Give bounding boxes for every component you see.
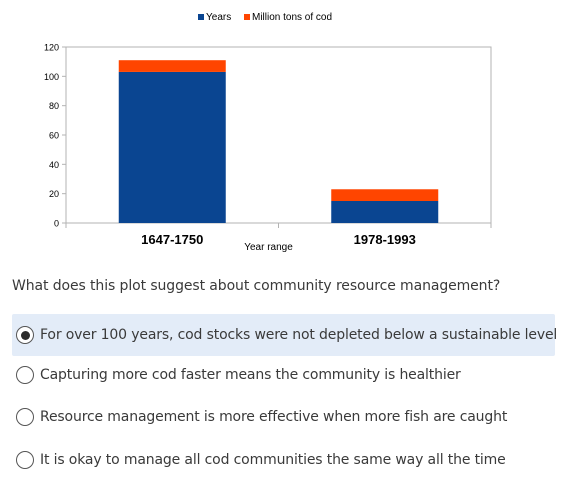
legend-label: Million tons of cod bbox=[252, 12, 332, 23]
x-axis-label: Year range bbox=[244, 242, 293, 253]
answer-option-label: Capturing more cod faster means the comm… bbox=[40, 367, 461, 383]
y-tick-label: 40 bbox=[49, 160, 59, 170]
stacked-bar-chart: 0 20 40 60 80 100 120 1647-1750 1978-1993 Year ra… bbox=[44, 12, 492, 253]
legend-swatch bbox=[198, 14, 204, 20]
bar-years-2 bbox=[331, 201, 439, 223]
answer-option-label: For over 100 years, cod stocks were not … bbox=[40, 327, 558, 343]
answer-option-3[interactable]: Resource management is more effective wh… bbox=[12, 396, 555, 438]
y-tick-label: 20 bbox=[49, 189, 59, 199]
legend-label: Years bbox=[206, 12, 231, 23]
y-tick-label: 120 bbox=[44, 43, 59, 53]
answer-option-label: Resource management is more effective wh… bbox=[40, 409, 508, 425]
legend-swatch bbox=[244, 14, 250, 20]
radio-dot-icon bbox=[20, 330, 30, 340]
question-text: What does this plot suggest about commun… bbox=[12, 278, 501, 294]
y-tick-label: 80 bbox=[49, 101, 59, 111]
bar-years-1 bbox=[118, 71, 226, 223]
answer-option-2[interactable]: Capturing more cod faster means the comm… bbox=[12, 354, 555, 396]
bar-cod-2 bbox=[331, 189, 439, 201]
answer-option-label: It is okay to manage all cod communities… bbox=[40, 452, 506, 468]
y-tick-label: 60 bbox=[49, 131, 59, 141]
answer-option-4[interactable]: It is okay to manage all cod communities… bbox=[12, 439, 555, 481]
y-tick-label: 100 bbox=[44, 72, 59, 82]
radio-button-icon[interactable] bbox=[16, 366, 34, 384]
radio-button-selected-icon[interactable] bbox=[16, 326, 34, 344]
x-category-label: 1647-1750 bbox=[141, 232, 203, 247]
answer-option-1[interactable]: For over 100 years, cod stocks were not … bbox=[12, 314, 558, 356]
y-tick-label: 0 bbox=[54, 219, 59, 229]
bar-cod-1 bbox=[118, 60, 226, 72]
x-category-label: 1978-1993 bbox=[354, 232, 416, 247]
radio-button-icon[interactable] bbox=[16, 408, 34, 426]
radio-button-icon[interactable] bbox=[16, 451, 34, 469]
